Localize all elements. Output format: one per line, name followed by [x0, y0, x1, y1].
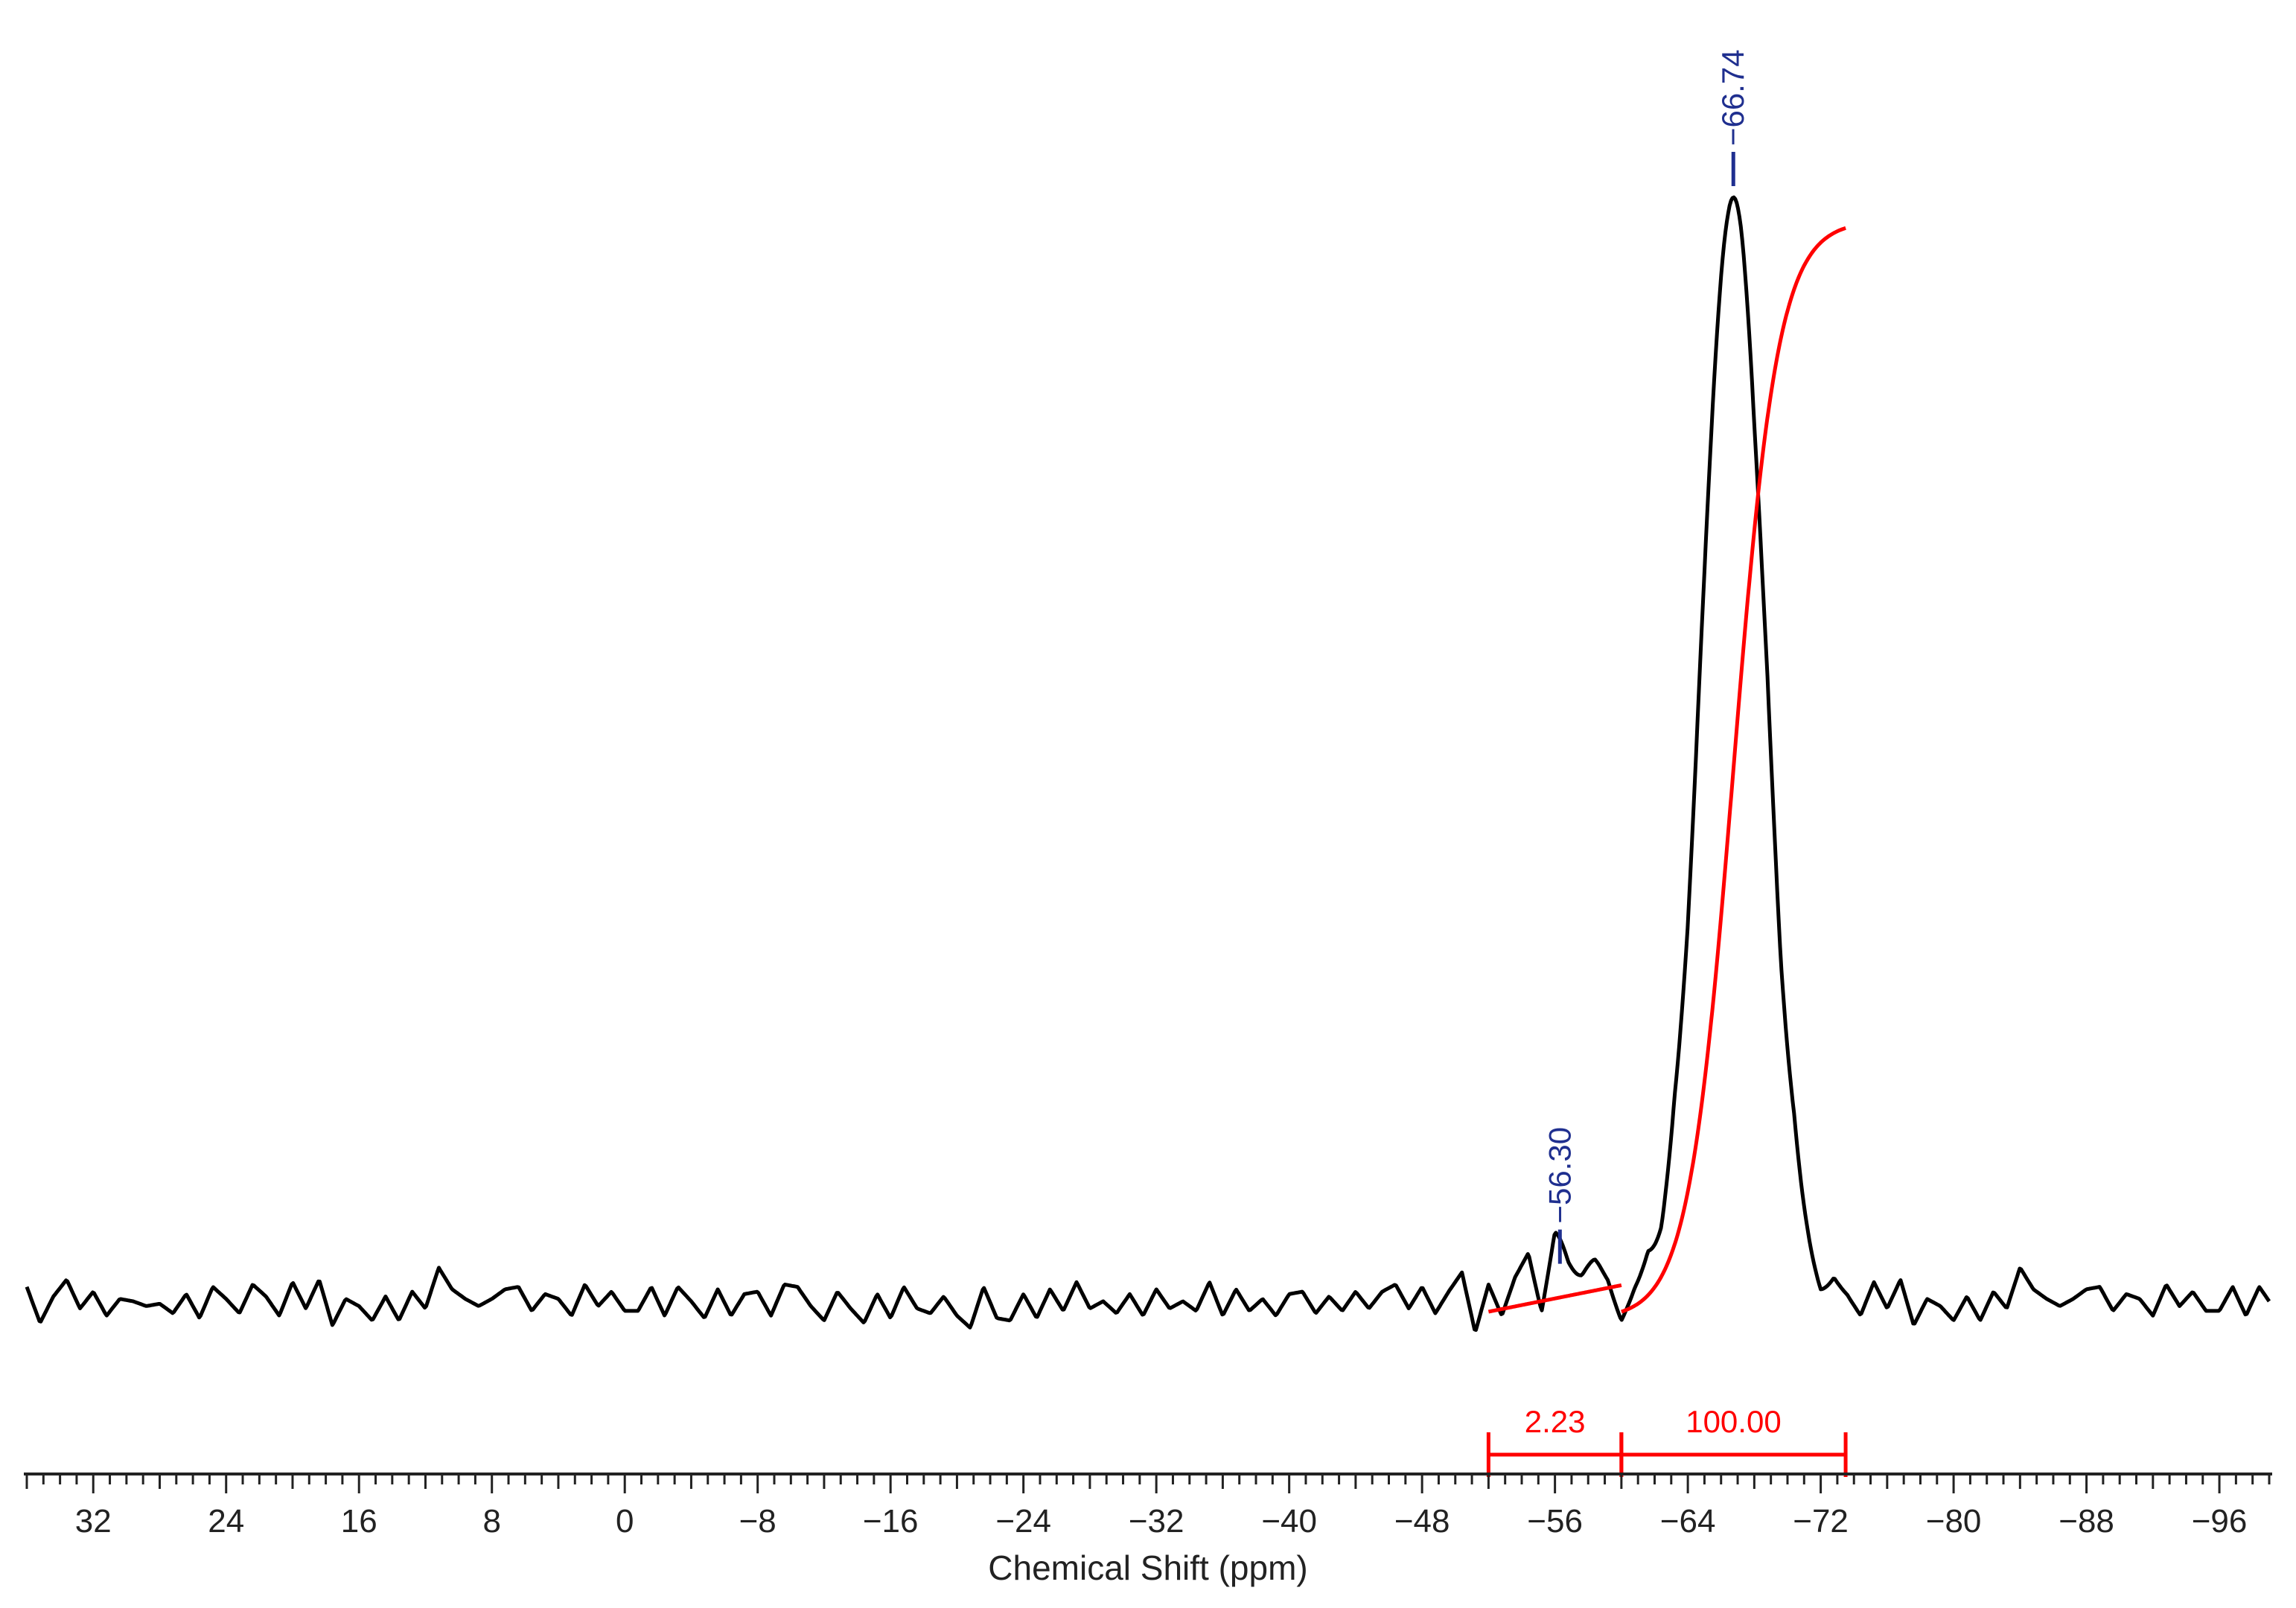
x-tick-label: −40 — [1261, 1503, 1317, 1540]
x-tick-label: −32 — [1129, 1503, 1184, 1540]
x-tick-label: −24 — [995, 1503, 1051, 1540]
x-tick-label: −80 — [1926, 1503, 1982, 1540]
x-axis-title: Chemical Shift (ppm) — [988, 1548, 1307, 1587]
x-tick-label: 0 — [616, 1503, 634, 1540]
spectrum-line — [25, 195, 2271, 1332]
integral-curve — [1487, 1283, 1622, 1314]
x-tick-label: −48 — [1394, 1503, 1450, 1540]
x-tick-label: 24 — [208, 1503, 244, 1540]
integral-bracket-layer: 2.23 100.00 — [1486, 1404, 1848, 1477]
x-axis-tick-labels: 32 24 16 8 0 −8 −16 −24 −32 −40 −48 −56 −64 −72 −80 −88… — [75, 1503, 2248, 1540]
integral-curve — [1621, 226, 1846, 1314]
x-tick-label: −64 — [1660, 1503, 1716, 1540]
integral-value-label: 2.23 — [1525, 1404, 1586, 1439]
spectrum-layer — [25, 195, 2271, 1332]
x-tick-label: 16 — [341, 1503, 377, 1540]
x-tick-label: −88 — [2059, 1503, 2114, 1540]
x-axis: 32 24 16 8 0 −8 −16 −24 −32 −40 −48 −56 −64 −72 −80 −88… — [24, 1473, 2272, 1587]
x-tick-label: −96 — [2192, 1503, 2248, 1540]
x-axis-ticks — [25, 1474, 2271, 1493]
x-tick-label: 8 — [482, 1503, 500, 1540]
integral-layer — [1487, 226, 1846, 1314]
peak-label: −66.74 — [1715, 49, 1750, 146]
x-tick-label: −16 — [863, 1503, 919, 1540]
x-tick-label: 32 — [75, 1503, 112, 1540]
x-tick-label: −56 — [1527, 1503, 1583, 1540]
x-tick-label: −72 — [1793, 1503, 1849, 1540]
peak-label: −56.30 — [1542, 1127, 1577, 1224]
peak-label-layer: −56.30 −66.74 — [1542, 49, 1750, 1264]
x-tick-label: −8 — [739, 1503, 777, 1540]
integral-value-label: 100.00 — [1686, 1404, 1781, 1439]
